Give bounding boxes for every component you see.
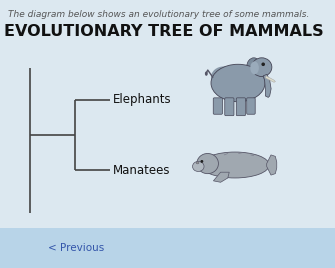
Ellipse shape xyxy=(217,161,260,174)
Ellipse shape xyxy=(211,66,236,88)
Polygon shape xyxy=(265,76,275,82)
FancyBboxPatch shape xyxy=(236,98,246,116)
Ellipse shape xyxy=(252,58,272,77)
Circle shape xyxy=(200,160,203,163)
Circle shape xyxy=(261,62,265,66)
Ellipse shape xyxy=(193,161,204,172)
Ellipse shape xyxy=(201,152,269,178)
Ellipse shape xyxy=(205,72,208,76)
Polygon shape xyxy=(213,172,229,182)
Ellipse shape xyxy=(211,64,265,102)
Polygon shape xyxy=(263,74,271,97)
Text: EVOLUTIONARY TREE OF MAMMALS: EVOLUTIONARY TREE OF MAMMALS xyxy=(4,24,324,39)
Ellipse shape xyxy=(197,154,218,174)
Polygon shape xyxy=(267,155,277,175)
FancyBboxPatch shape xyxy=(225,98,234,116)
FancyBboxPatch shape xyxy=(0,228,335,268)
Ellipse shape xyxy=(247,58,261,77)
FancyBboxPatch shape xyxy=(213,98,222,114)
Ellipse shape xyxy=(196,162,199,164)
FancyBboxPatch shape xyxy=(247,98,255,114)
Text: Manatees: Manatees xyxy=(113,163,171,177)
Text: < Previous: < Previous xyxy=(48,243,104,253)
Polygon shape xyxy=(251,69,261,79)
Ellipse shape xyxy=(250,61,259,74)
Text: The diagram below shows an evolutionary tree of some mammals.: The diagram below shows an evolutionary … xyxy=(8,10,310,19)
Text: Elephants: Elephants xyxy=(113,94,172,106)
